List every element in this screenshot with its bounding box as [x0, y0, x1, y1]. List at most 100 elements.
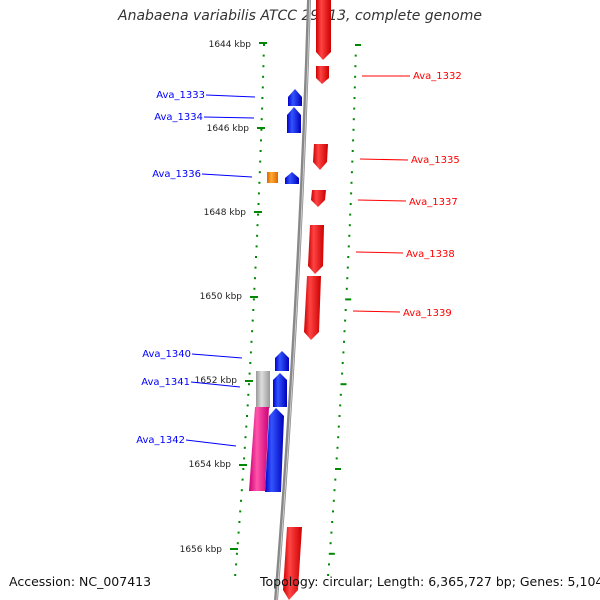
minor-tick: [341, 362, 344, 364]
minor-tick: [247, 393, 250, 396]
minor-tick: [330, 531, 333, 534]
minor-tick: [354, 65, 357, 68]
gene-label[interactable]: Ava_1334: [154, 112, 203, 123]
minor-tick: [260, 139, 262, 142]
trna-feature[interactable]: [267, 172, 278, 183]
gene-feature-reverse[interactable]: [273, 373, 287, 407]
minor-tick: [341, 372, 344, 375]
gene-feature-forward[interactable]: [316, 0, 331, 60]
reverse-genes: [249, 89, 302, 492]
minor-tick: [255, 256, 257, 258]
minor-tick: [332, 510, 334, 513]
gene-label[interactable]: Ava_1338: [406, 249, 455, 260]
minor-tick: [345, 287, 348, 290]
gene-feature-reverse[interactable]: [275, 351, 289, 371]
minor-tick: [255, 245, 258, 248]
minor-tick: [251, 330, 254, 333]
minor-tick: [345, 298, 352, 301]
gene-label[interactable]: Ava_1335: [411, 155, 460, 166]
scale-ticks: 1644 kbp 1646 kbp 1648 kbp 1650 kbp 1652…: [180, 40, 267, 555]
minor-tick: [352, 139, 355, 142]
minor-tick: [262, 54, 265, 57]
minor-tick: [261, 86, 264, 89]
minor-tick: [344, 319, 347, 322]
minor-tick: [254, 277, 256, 280]
gene-feature-forward[interactable]: [316, 66, 329, 84]
minor-tick: [253, 287, 256, 290]
gene-feature-forward[interactable]: [304, 276, 321, 340]
minor-tick: [329, 542, 332, 545]
minor-tick: [234, 574, 237, 576]
minor-tick: [339, 404, 342, 407]
minor-tick: [235, 563, 238, 566]
minor-tick: [349, 203, 352, 205]
minor-tick: [335, 457, 338, 460]
minor-tick: [340, 383, 347, 386]
gene-feature-forward[interactable]: [313, 144, 328, 170]
gene-feature-reverse[interactable]: [287, 107, 301, 133]
gene-feature-reverse[interactable]: [285, 172, 299, 184]
minor-tick: [350, 192, 353, 195]
minor-tick: [261, 97, 264, 99]
minor-tick: [334, 478, 337, 481]
tick-1644: 1644 kbp: [209, 40, 267, 50]
genome-backbone: [274, 0, 311, 600]
minor-tick: [351, 160, 354, 163]
gene-label[interactable]: Ava_1336: [152, 169, 201, 180]
minor-tick: [246, 415, 248, 417]
minor-tick: [355, 44, 361, 46]
minor-tick: [244, 436, 247, 439]
gene-label[interactable]: Ava_1341: [141, 377, 190, 388]
minor-tick: [252, 298, 255, 301]
minor-tick: [352, 118, 355, 121]
tick-label: 1646 kbp: [207, 124, 250, 134]
gene-label[interactable]: Ava_1332: [413, 71, 462, 82]
minor-tick: [245, 425, 248, 428]
gene-label[interactable]: Ava_1340: [142, 349, 191, 360]
minor-tick: [243, 457, 246, 460]
gene-feature-forward[interactable]: [311, 190, 326, 207]
minor-tick: [331, 521, 334, 523]
minor-tick: [343, 330, 346, 333]
minor-tick: [348, 224, 351, 227]
minor-tick: [342, 351, 345, 354]
minor-tick: [249, 362, 252, 364]
minor-tick: [335, 468, 341, 470]
tick-1648: 1648 kbp: [204, 208, 262, 218]
forward-genes: [283, 0, 331, 600]
gene-feature-reverse[interactable]: [288, 89, 302, 106]
minor-tick: [252, 309, 255, 311]
minor-tick: [262, 75, 265, 78]
minor-tick: [240, 499, 242, 502]
tick-1654: 1654 kbp: [189, 460, 247, 470]
minor-tick: [251, 319, 254, 322]
minor-tick: [254, 266, 257, 269]
minor-tick: [332, 499, 335, 502]
rrna-feature[interactable]: [249, 407, 269, 491]
minor-tick: [350, 181, 353, 184]
genome-summary-text: Topology: circular; Length: 6,365,727 bp…: [260, 574, 600, 589]
gene-label[interactable]: Ava_1337: [409, 197, 458, 208]
minor-tick: [347, 245, 350, 248]
gene-feature-forward[interactable]: [308, 225, 324, 274]
minor-tick: [327, 574, 330, 576]
minor-tick: [353, 97, 356, 99]
misc-feature[interactable]: [256, 371, 270, 408]
minor-tick: [328, 552, 335, 555]
minor-tick: [242, 468, 245, 470]
gene-label[interactable]: Ava_1342: [136, 435, 185, 446]
minor-tick: [343, 340, 345, 343]
tick-dots-right: [327, 44, 361, 576]
minor-tick: [353, 107, 356, 110]
gene-label[interactable]: Ava_1339: [403, 308, 452, 319]
minor-tick: [249, 351, 252, 354]
minor-tick: [346, 266, 349, 269]
minor-tick: [238, 521, 241, 523]
gene-feature-reverse[interactable]: [265, 408, 284, 492]
genome-backbone-highlight: [276, 0, 311, 600]
gene-feature-forward[interactable]: [283, 527, 302, 600]
gene-label[interactable]: Ava_1333: [156, 90, 205, 101]
minor-tick: [243, 446, 246, 449]
tick-dots-left: [234, 44, 265, 576]
